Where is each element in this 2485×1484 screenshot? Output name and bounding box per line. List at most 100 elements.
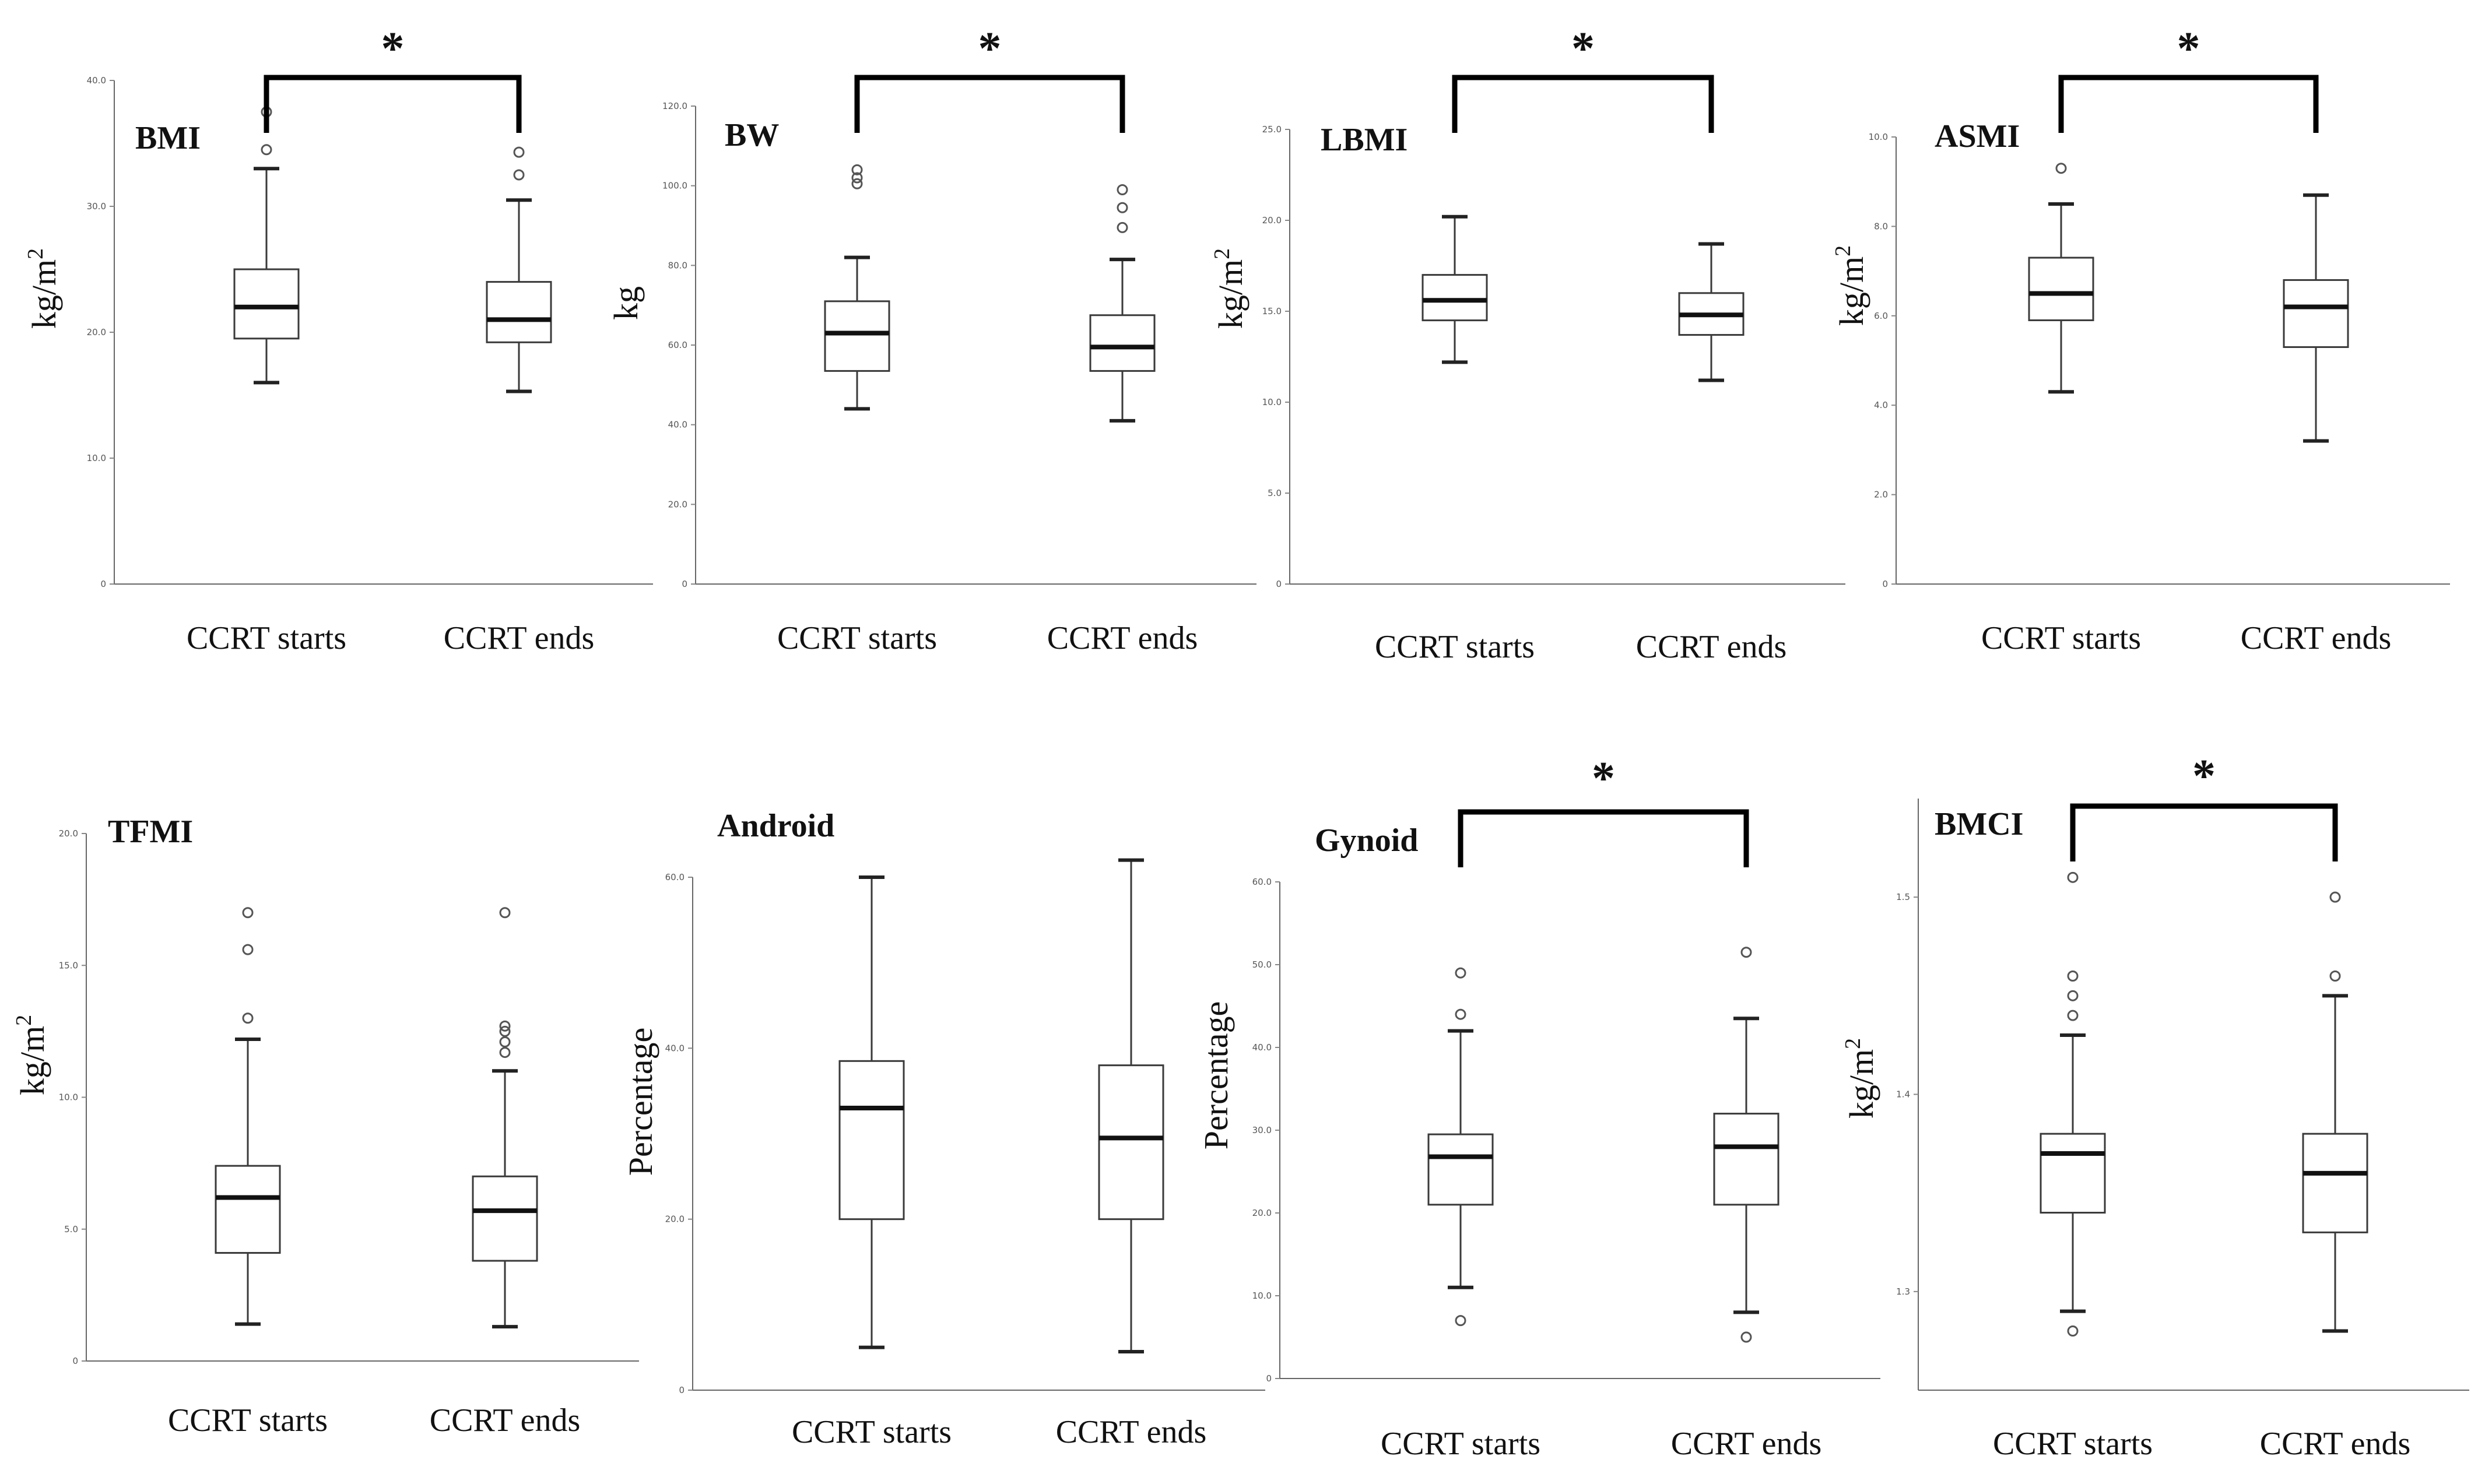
y-tick-label: 60.0 — [668, 340, 687, 350]
panel-title: BMI — [135, 120, 201, 156]
outlier-point — [1455, 1008, 1466, 1020]
x-category-label: CCRT starts — [1993, 1426, 2153, 1462]
panel-asmi: 0 2.0 4.0 6.0 8.0 10.0 ASMI kg/m2 CCRT starts CCR… — [1831, 23, 2450, 656]
x-category-label: CCRT ends — [1636, 629, 1787, 665]
outlier-point — [2055, 163, 2067, 174]
x-category-label: CCRT starts — [1381, 1426, 1540, 1462]
outlier-point — [242, 944, 254, 955]
x-category-label: CCRT starts — [1981, 620, 2141, 656]
iqr-box — [486, 281, 552, 343]
y-tick-label: 50.0 — [1252, 959, 1272, 970]
y-tick-label: 4.0 — [1874, 400, 1888, 410]
outlier-point — [1455, 967, 1466, 979]
y-tick-label: 60.0 — [665, 872, 685, 882]
significance-star: * — [1592, 753, 1615, 804]
outlier-point — [2067, 1325, 2079, 1337]
significance-star: * — [2192, 751, 2216, 802]
outlier-point — [513, 146, 525, 158]
box-ccrt-ends: CCRT ends — [2241, 193, 2392, 656]
panel-title: Gynoid — [1315, 822, 1418, 859]
iqr-box — [2040, 1133, 2106, 1214]
panel-title: BW — [725, 117, 779, 153]
y-tick-label: 40.0 — [668, 420, 687, 430]
significance-star: * — [1571, 23, 1595, 75]
y-tick-label: 60.0 — [1252, 877, 1272, 887]
outlier-point — [242, 907, 254, 919]
box-ccrt-ends: CCRT ends — [430, 907, 580, 1439]
y-tick-label: 0 — [100, 579, 106, 589]
outlier-point — [1117, 221, 1128, 233]
outlier-point — [2067, 871, 2079, 883]
x-category-label: CCRT ends — [444, 620, 595, 656]
outlier-point — [1117, 184, 1128, 195]
y-tick-label: 30.0 — [87, 201, 106, 212]
significance-star: * — [2177, 23, 2200, 75]
panel-lbmi: 0 5.0 10.0 15.0 20.0 25.0 LBMI kg/m2 CCRT starts… — [1210, 23, 1845, 665]
y-axis-label: kg/m2 — [1210, 248, 1249, 329]
outlier-point — [1740, 1331, 1752, 1343]
outlier-point — [2329, 970, 2341, 982]
outlier-point — [2067, 970, 2079, 982]
y-tick-label: 20.0 — [1252, 1208, 1272, 1218]
significance-bracket — [1452, 75, 1714, 133]
x-category-label: CCRT starts — [1375, 629, 1535, 665]
y-tick-label: 5.0 — [64, 1224, 78, 1235]
x-category-label: CCRT ends — [1671, 1426, 1822, 1462]
y-tick-label: 25.0 — [1262, 124, 1282, 135]
y-tick-label: 20.0 — [59, 828, 78, 839]
outlier-point — [851, 172, 863, 184]
box-ccrt-starts: CCRT starts — [1981, 163, 2141, 656]
y-tick-label: 0 — [679, 1385, 685, 1395]
iqr-box — [838, 1060, 905, 1221]
iqr-box — [1421, 274, 1488, 322]
y-tick-label: 120.0 — [662, 101, 687, 111]
y-tick-label: 10.0 — [1262, 397, 1282, 407]
y-tick-label: 6.0 — [1874, 311, 1888, 321]
iqr-box — [1713, 1113, 1779, 1206]
significance-star: * — [381, 23, 405, 75]
panel-title: LBMI — [1321, 122, 1408, 158]
iqr-box — [2302, 1133, 2368, 1233]
x-category-label: CCRT ends — [2241, 620, 2392, 656]
y-tick-label: 80.0 — [668, 260, 687, 270]
y-tick-label: 0 — [1266, 1373, 1272, 1384]
panel-title: Android — [717, 808, 834, 844]
panel-gynoid: 0 10.0 20.0 30.0 40.0 50.0 60.0 Gynoid Percentag… — [1197, 753, 1880, 1462]
box-ccrt-ends: CCRT ends — [444, 146, 595, 656]
x-category-label: CCRT starts — [777, 620, 937, 656]
y-tick-label: 10.0 — [1252, 1290, 1272, 1301]
y-tick-label: 10.0 — [59, 1092, 78, 1103]
y-tick-label: 20.0 — [668, 499, 687, 509]
box-ccrt-ends: CCRT ends — [2260, 891, 2411, 1462]
box-ccrt-starts: CCRT starts — [792, 875, 952, 1450]
y-tick-label: 30.0 — [1252, 1125, 1272, 1135]
outlier-point — [513, 169, 525, 181]
y-axis-label: kg/m2 — [12, 1015, 51, 1095]
iqr-box — [1098, 1064, 1164, 1221]
significance-bracket — [854, 75, 1125, 133]
y-axis-label: kg/m2 — [23, 248, 63, 329]
panel-title: TFMI — [108, 814, 193, 850]
box-ccrt-ends: CCRT ends — [1636, 242, 1787, 665]
iqr-box — [215, 1165, 281, 1254]
box-ccrt-ends: CCRT ends — [1047, 184, 1198, 656]
x-category-label: CCRT ends — [2260, 1426, 2411, 1462]
y-tick-label: 40.0 — [1252, 1042, 1272, 1053]
y-tick-label: 2.0 — [1874, 490, 1888, 500]
outlier-point — [499, 1036, 511, 1047]
y-tick-label: 15.0 — [1262, 306, 1282, 317]
box-ccrt-starts: CCRT starts — [777, 164, 937, 656]
significance-bracket — [1458, 809, 1749, 867]
iqr-box — [472, 1175, 538, 1262]
iqr-box — [2028, 256, 2094, 321]
y-axis-label: kg/m2 — [1831, 245, 1870, 326]
y-tick-label: 1.5 — [1896, 892, 1910, 902]
panel-android: 0 20.0 40.0 60.0 Android Percentage CCRT start… — [622, 808, 1265, 1450]
panel-tfmi: 0 5.0 10.0 15.0 20.0 TFMI kg/m2 CCRT starts CCRT… — [12, 814, 639, 1439]
outlier-point — [499, 1025, 511, 1037]
panel-bmci: 1.3 1.4 1.5 BMCI kg/m2 CCRT starts CCRT ends * — [1841, 751, 2469, 1462]
box-ccrt-starts: CCRT starts — [1381, 967, 1540, 1462]
panel-title: ASMI — [1935, 118, 2020, 154]
